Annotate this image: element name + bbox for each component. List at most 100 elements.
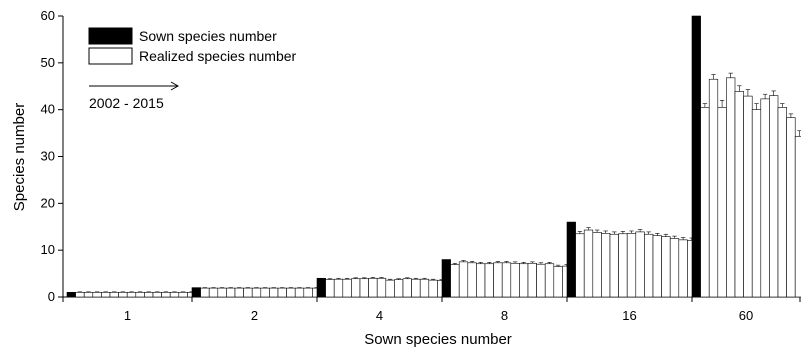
bar-realized bbox=[609, 233, 619, 298]
x-tick-label: 60 bbox=[739, 308, 753, 323]
bar-realized bbox=[109, 292, 119, 298]
bar-sown bbox=[316, 277, 326, 298]
y-tick-label: 30 bbox=[41, 149, 55, 164]
time-range-label: 2002 - 2015 bbox=[89, 95, 164, 111]
legend-swatch-realized bbox=[88, 47, 133, 65]
legend-swatch-sown bbox=[88, 27, 133, 45]
bar-realized bbox=[794, 136, 801, 298]
bar-realized bbox=[178, 292, 188, 298]
y-tick-label: 50 bbox=[41, 55, 55, 70]
bar-realized bbox=[385, 279, 395, 298]
bar-realized bbox=[269, 287, 279, 298]
bar-realized bbox=[476, 263, 486, 298]
chart-legend: Sown species number Realized species num… bbox=[88, 27, 297, 65]
bar-realized bbox=[760, 98, 770, 298]
bar-realized bbox=[769, 95, 779, 298]
x-axis-title: Sown species number bbox=[364, 331, 512, 348]
bar-realized bbox=[144, 292, 154, 298]
bar-realized bbox=[126, 292, 137, 298]
bar-realized bbox=[169, 292, 180, 298]
bar-realized bbox=[669, 238, 680, 298]
bar-realized bbox=[394, 279, 404, 298]
bar-realized bbox=[467, 262, 477, 298]
bar-realized bbox=[626, 233, 637, 298]
bar-realized bbox=[135, 292, 145, 298]
y-axis-title: Species number bbox=[11, 103, 28, 211]
bar-realized bbox=[251, 287, 262, 298]
bar-sown bbox=[691, 15, 701, 298]
bar-realized bbox=[661, 236, 671, 298]
bar-realized bbox=[226, 287, 236, 298]
x-tick-label: 1 bbox=[124, 308, 131, 323]
bar-realized bbox=[601, 233, 611, 298]
bar-realized bbox=[200, 287, 210, 298]
bar-realized bbox=[152, 292, 162, 298]
y-tick-label: 10 bbox=[41, 242, 55, 257]
bar-realized bbox=[583, 229, 594, 298]
bar-realized bbox=[544, 263, 555, 298]
bar-realized bbox=[743, 95, 753, 298]
chart-bars bbox=[66, 15, 801, 298]
bar-realized bbox=[458, 261, 469, 298]
bar-realized bbox=[618, 233, 628, 298]
bar-realized bbox=[325, 279, 335, 298]
bar-realized bbox=[536, 263, 546, 298]
bar-realized bbox=[92, 292, 102, 298]
bar-realized bbox=[402, 278, 412, 298]
bar-realized bbox=[303, 287, 313, 298]
bar-realized bbox=[592, 232, 602, 298]
bar-realized bbox=[519, 263, 529, 298]
bar-realized bbox=[419, 278, 430, 298]
time-annotation: 2002 - 2015 bbox=[89, 81, 180, 111]
bar-realized bbox=[101, 292, 111, 298]
bar-sown bbox=[66, 292, 76, 298]
bar-realized bbox=[644, 233, 654, 298]
bar-realized bbox=[217, 287, 227, 298]
bar-realized bbox=[734, 91, 744, 298]
bar-realized bbox=[484, 263, 494, 298]
bar-realized bbox=[708, 78, 719, 298]
y-tick-label: 20 bbox=[41, 195, 55, 210]
time-arrow-head bbox=[170, 81, 180, 91]
bar-realized bbox=[75, 292, 85, 298]
bar-realized bbox=[294, 287, 305, 298]
bar-realized bbox=[243, 287, 253, 298]
bar-realized bbox=[652, 235, 662, 298]
x-tick-label: 2 bbox=[251, 308, 258, 323]
bar-realized bbox=[510, 262, 520, 298]
bar-sown bbox=[191, 287, 201, 298]
bar-realized bbox=[717, 107, 727, 298]
bar-realized bbox=[450, 264, 460, 298]
bar-realized bbox=[428, 279, 438, 298]
bar-realized bbox=[208, 287, 219, 298]
bar-realized bbox=[575, 233, 585, 298]
bar-realized bbox=[726, 77, 736, 298]
y-tick-label: 0 bbox=[48, 289, 55, 304]
bar-realized bbox=[786, 117, 796, 298]
bar-realized bbox=[777, 107, 787, 298]
bar-sown bbox=[441, 259, 451, 298]
bar-realized bbox=[700, 107, 710, 298]
bar-realized bbox=[83, 292, 94, 298]
bar-realized bbox=[553, 266, 563, 298]
bar-realized bbox=[359, 278, 369, 298]
bar-realized bbox=[501, 262, 512, 298]
bar-realized bbox=[234, 287, 244, 298]
legend-label-realized: Realized species number bbox=[139, 48, 297, 64]
bar-realized bbox=[376, 277, 387, 298]
bar-realized bbox=[260, 287, 270, 298]
bar-sown bbox=[566, 221, 576, 298]
y-tick-label: 40 bbox=[41, 102, 55, 117]
bar-realized bbox=[635, 231, 645, 298]
bar-realized bbox=[277, 287, 287, 298]
bar-realized bbox=[751, 109, 762, 298]
bar-realized bbox=[333, 278, 344, 298]
x-tick-label: 16 bbox=[622, 308, 636, 323]
bar-realized bbox=[342, 278, 352, 298]
bar-realized bbox=[411, 278, 421, 298]
bar-realized bbox=[493, 262, 503, 298]
legend-label-sown: Sown species number bbox=[139, 28, 277, 44]
bar-realized bbox=[161, 292, 171, 298]
bar-realized bbox=[678, 239, 688, 298]
